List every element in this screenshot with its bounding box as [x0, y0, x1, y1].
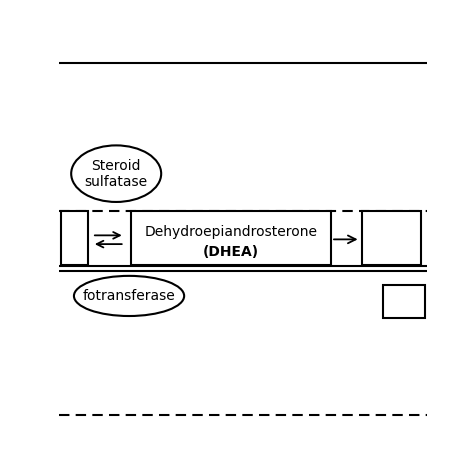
Text: (DHEA): (DHEA) [203, 245, 259, 259]
Text: Dehydroepiandrosterone: Dehydroepiandrosterone [145, 226, 318, 239]
FancyBboxPatch shape [131, 211, 331, 265]
Ellipse shape [71, 146, 161, 202]
Text: fotransferase: fotransferase [82, 289, 175, 303]
FancyBboxPatch shape [362, 211, 421, 265]
FancyBboxPatch shape [61, 211, 88, 265]
FancyBboxPatch shape [383, 285, 425, 318]
Ellipse shape [74, 276, 184, 316]
Text: Steroid
sulfatase: Steroid sulfatase [85, 159, 148, 189]
